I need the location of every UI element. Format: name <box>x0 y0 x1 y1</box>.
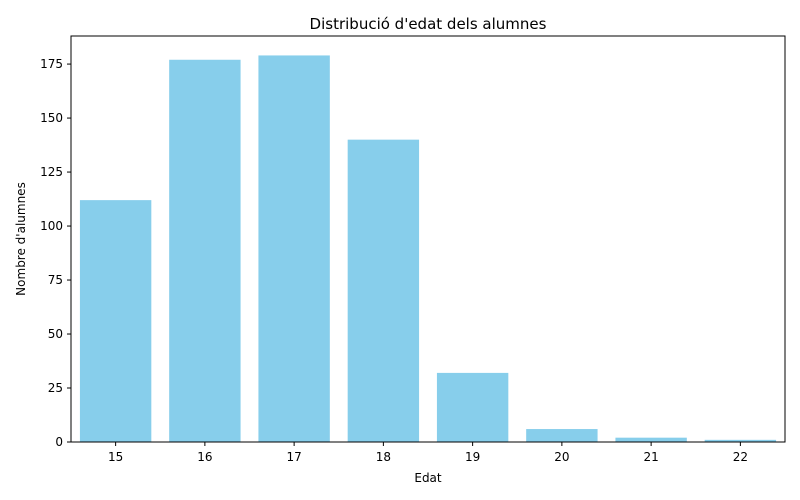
y-tick-label: 25 <box>48 381 63 395</box>
bar-17 <box>258 55 330 443</box>
x-tick-label: 21 <box>643 450 658 464</box>
y-tick-label: 50 <box>48 327 63 341</box>
y-axis-ticks: 0 25 50 75 100 125 150 175 <box>40 57 71 449</box>
bar-16 <box>169 59 241 443</box>
x-axis-ticks: 15 16 17 18 19 20 21 22 <box>108 442 748 464</box>
x-tick-label: 15 <box>108 450 123 464</box>
y-tick-label: 0 <box>55 435 63 449</box>
bar-18 <box>347 139 420 442</box>
x-tick-label: 17 <box>286 450 301 464</box>
x-tick-label: 22 <box>733 450 748 464</box>
bar-15 <box>79 200 152 442</box>
bar-19 <box>436 372 509 442</box>
bar-21 <box>615 437 687 442</box>
chart-title: Distribució d'edat dels alumnes <box>310 15 547 33</box>
y-tick-label: 150 <box>40 111 63 125</box>
plot-frame <box>70 35 786 443</box>
x-axis-label: Edat <box>414 471 442 485</box>
y-tick-label: 100 <box>40 219 63 233</box>
x-tick-label: 20 <box>554 450 569 464</box>
bar-22 <box>704 439 777 442</box>
x-tick-label: 19 <box>465 450 480 464</box>
x-tick-label: 16 <box>197 450 212 464</box>
x-tick-label: 18 <box>376 450 391 464</box>
y-tick-label: 175 <box>40 57 63 71</box>
y-tick-label: 125 <box>40 165 63 179</box>
y-axis-label: Nombre d'alumnes <box>14 182 28 296</box>
y-tick-label: 75 <box>48 273 63 287</box>
bars-group <box>79 55 777 443</box>
bar-20 <box>526 429 598 442</box>
